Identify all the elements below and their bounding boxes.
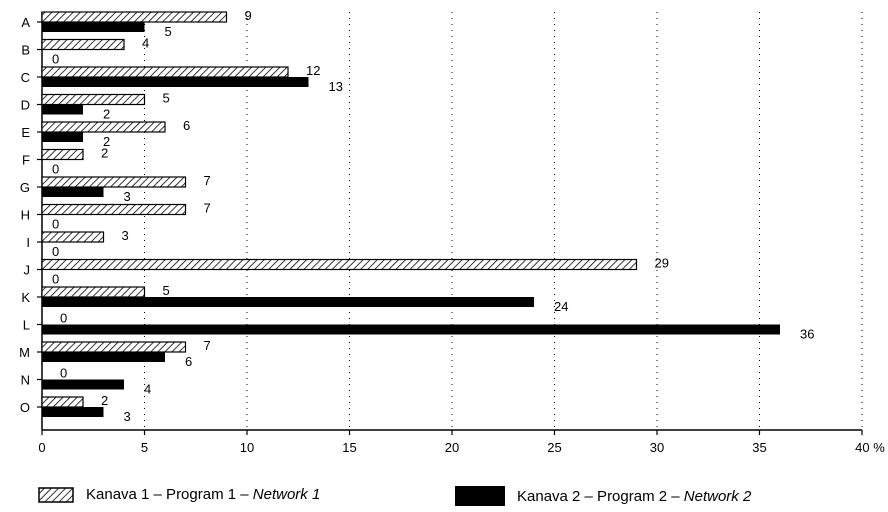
legend-label-series-2: Kanava 2 – Program 2 – Network 2: [517, 487, 752, 505]
category-label: A: [21, 15, 30, 30]
hatched-bar-value-label: 7: [204, 201, 211, 216]
category-label: O: [20, 400, 30, 415]
hatched-swatch-icon: [38, 486, 74, 503]
hatched-bar: [41, 93, 146, 106]
x-tick-label: 0: [38, 440, 45, 455]
solid-bar-value-label: 5: [165, 24, 172, 39]
category-label: E: [21, 125, 30, 140]
hatched-bar-value-label: 12: [306, 63, 320, 78]
hatched-bar: [41, 176, 187, 188]
solid-bar-value-label: 0: [52, 272, 59, 287]
category-label: I: [26, 235, 30, 250]
solid-bar: [42, 77, 309, 87]
hatched-bar-value-label: 9: [245, 8, 252, 23]
solid-bar-value-label: 0: [52, 217, 59, 232]
legend-label-series-1: Kanava 1 – Program 1 – Network 1: [86, 486, 321, 503]
hatched-bar-value-label: 29: [655, 256, 669, 271]
hatched-bar: [41, 11, 228, 23]
category-label: H: [21, 208, 30, 223]
hatched-bar: [41, 231, 105, 243]
hatched-bar-value-label: 5: [163, 91, 170, 106]
category-label: M: [19, 345, 30, 360]
bars: [41, 11, 780, 417]
x-tick-label: 20: [445, 440, 459, 455]
hatched-bar-value-label: 5: [163, 283, 170, 298]
x-tick-label: 25: [547, 440, 561, 455]
x-tick-label: 30: [650, 440, 664, 455]
solid-bar: [42, 379, 124, 390]
legend-item-series-1: Kanava 1 – Program 1 – Network 1: [38, 486, 320, 503]
hatched-bar-value-label: 2: [101, 393, 108, 408]
hatched-bar-value-label: 0: [60, 366, 67, 381]
hatched-bar: [41, 258, 638, 271]
category-label: F: [22, 153, 30, 168]
category-label: C: [21, 70, 30, 85]
solid-bar-value-label: 3: [124, 189, 131, 204]
hatched-bar-value-label: 6: [183, 118, 190, 133]
solid-bar: [42, 132, 83, 142]
solid-bar-value-label: 24: [554, 299, 568, 314]
category-label: L: [23, 318, 30, 333]
legend-item-series-2: Kanava 2 – Program 2 – Network 2: [455, 486, 751, 506]
hatched-bar: [41, 396, 84, 408]
solid-bar-value-label: 0: [52, 162, 59, 177]
solid-bar-value-label: 0: [52, 244, 59, 259]
solid-bar: [42, 352, 165, 362]
hatched-bar-value-label: 0: [60, 311, 67, 326]
x-tick-label: 10: [240, 440, 254, 455]
solid-bar: [42, 22, 145, 32]
solid-bar-value-label: 2: [103, 107, 110, 122]
hatched-bar-value-label: 2: [101, 146, 108, 161]
hatched-bar-value-label: 7: [204, 338, 211, 353]
hatched-bar: [41, 38, 125, 51]
hatched-bar: [41, 121, 166, 133]
hatched-bar: [41, 148, 84, 161]
hatched-bar: [41, 286, 146, 298]
solid-bar: [42, 407, 104, 417]
solid-bar-value-label: 36: [800, 327, 814, 342]
solid-bar: [42, 187, 104, 197]
hatched-bar: [41, 203, 187, 216]
category-label: G: [20, 180, 30, 195]
solid-bar: [42, 104, 83, 115]
solid-bar-value-label: 6: [185, 354, 192, 369]
hatched-bar: [41, 66, 289, 78]
x-tick-label: 15: [342, 440, 356, 455]
category-label: D: [21, 98, 30, 113]
solid-bar-value-label: 4: [144, 382, 151, 397]
category-label: B: [21, 43, 30, 58]
x-tick-label: 5: [141, 440, 148, 455]
hatched-bar-value-label: 4: [142, 36, 149, 51]
solid-swatch-icon: [455, 486, 505, 506]
x-tick-label: 35: [752, 440, 766, 455]
solid-bar-value-label: 2: [103, 134, 110, 149]
solid-bar-value-label: 13: [329, 79, 343, 94]
solid-bar: [42, 324, 780, 335]
solid-bar: [42, 297, 534, 307]
solid-bar-value-label: 3: [124, 409, 131, 424]
hatched-bar-value-label: 3: [122, 228, 129, 243]
hatched-bar-value-label: 7: [204, 173, 211, 188]
hatched-bar: [41, 341, 187, 353]
category-label: J: [24, 263, 31, 278]
x-tick-label: 40 %: [855, 440, 885, 455]
solid-bar-value-label: 0: [52, 52, 59, 67]
category-label: N: [21, 373, 30, 388]
category-label: K: [21, 290, 30, 305]
